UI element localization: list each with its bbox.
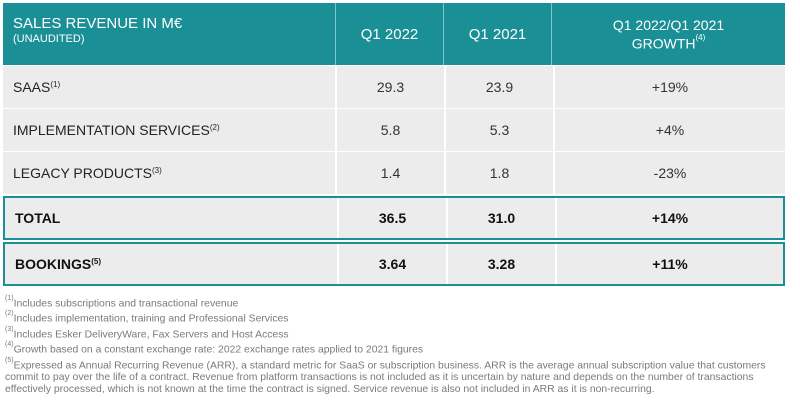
footnote-mark: (4) [5, 341, 14, 349]
cell-growth: +11% [555, 244, 783, 284]
column-header-growth: Q1 2022/Q1 2021 GROWTH(4) [551, 3, 785, 65]
footnote-text: Includes implementation, training and Pr… [13, 313, 289, 325]
footnote-text: Includes subscriptions and transactional… [13, 298, 239, 310]
row-label-note: (2) [209, 122, 220, 132]
sales-revenue-table: SALES REVENUE IN M€ (UNAUDITED) Q1 2022 … [3, 3, 785, 286]
cell-q1-2022: 3.64 [337, 244, 446, 284]
table-row-saas: SAAS (1) 29.3 23.9 +19% [3, 65, 785, 108]
cell-growth: +4% [553, 109, 785, 151]
row-label: TOTAL [5, 198, 337, 238]
cell-q1-2022: 36.5 [337, 198, 446, 238]
footnote-mark: (1) [5, 295, 14, 302]
cell-q1-2021: 23.9 [444, 66, 553, 108]
footnote-4: (4)Growth based on a constant exchange r… [5, 341, 795, 356]
cell-q1-2022: 5.8 [335, 109, 444, 151]
table-title: SALES REVENUE IN M€ [13, 15, 183, 32]
growth-header-line2: GROWTH(4) [632, 33, 706, 52]
table-subtitle: (UNAUDITED) [13, 33, 85, 45]
cell-q1-2021: 3.28 [446, 244, 555, 284]
row-label-text: LEGACY PRODUCTS [13, 165, 152, 181]
cell-growth: -23% [553, 152, 785, 194]
table-row-implementation-services: IMPLEMENTATION SERVICES (2) 5.8 5.3 +4% [3, 108, 785, 151]
row-label-text: BOOKINGS [15, 256, 92, 272]
row-label: IMPLEMENTATION SERVICES (2) [3, 109, 335, 151]
row-label: BOOKINGS (5) [5, 244, 337, 284]
row-label-text: TOTAL [15, 210, 61, 226]
row-label: LEGACY PRODUCTS (3) [3, 152, 335, 194]
cell-q1-2022: 29.3 [335, 66, 444, 108]
footnote-text: Expressed as Annual Recurring Revenue (A… [5, 360, 766, 396]
row-label-text: SAAS [13, 79, 51, 95]
footnote-mark: (2) [5, 310, 14, 318]
cell-q1-2022: 1.4 [335, 152, 444, 194]
table-header: SALES REVENUE IN M€ (UNAUDITED) Q1 2022 … [3, 3, 785, 65]
header-title-cell: SALES REVENUE IN M€ (UNAUDITED) [3, 3, 335, 65]
footnote-mark: (3) [5, 325, 14, 333]
footnote-text: Growth based on a constant exchange rate… [13, 344, 424, 356]
growth-header-label: GROWTH [631, 35, 696, 52]
cell-growth: +19% [553, 66, 785, 108]
footnote-5: (5)Expressed as Annual Recurring Revenue… [5, 357, 795, 396]
footnote-mark: (5) [5, 356, 14, 364]
row-label-text: IMPLEMENTATION SERVICES [13, 122, 210, 138]
footnote-2: (2)Includes implementation, training and… [5, 310, 795, 325]
cell-q1-2021: 5.3 [444, 109, 553, 151]
cell-growth: +14% [555, 198, 783, 238]
row-label-note: (1) [50, 79, 61, 89]
cell-q1-2021: 1.8 [444, 152, 553, 194]
footnote-3: (3)Includes Esker DeliveryWare, Fax Serv… [5, 326, 795, 341]
row-label-note: (3) [152, 165, 162, 175]
row-label: SAAS (1) [3, 66, 335, 108]
table-row-bookings: BOOKINGS (5) 3.64 3.28 +11% [3, 242, 785, 286]
footnote-text: Includes Esker DeliveryWare, Fax Servers… [13, 329, 289, 341]
row-label-note: (5) [91, 256, 102, 266]
cell-q1-2021: 31.0 [446, 198, 555, 238]
growth-header-line1: Q1 2022/Q1 2021 [612, 16, 725, 33]
table-row-legacy-products: LEGACY PRODUCTS (3) 1.4 1.8 -23% [3, 151, 785, 194]
column-header-q1-2021: Q1 2021 [443, 3, 551, 65]
column-header-q1-2022: Q1 2022 [335, 3, 443, 65]
footnotes: (1)Includes subscriptions and transactio… [5, 295, 795, 396]
growth-header-note: (4) [695, 32, 706, 42]
footnote-1: (1)Includes subscriptions and transactio… [5, 295, 795, 310]
table-row-total: TOTAL 36.5 31.0 +14% [3, 196, 785, 240]
